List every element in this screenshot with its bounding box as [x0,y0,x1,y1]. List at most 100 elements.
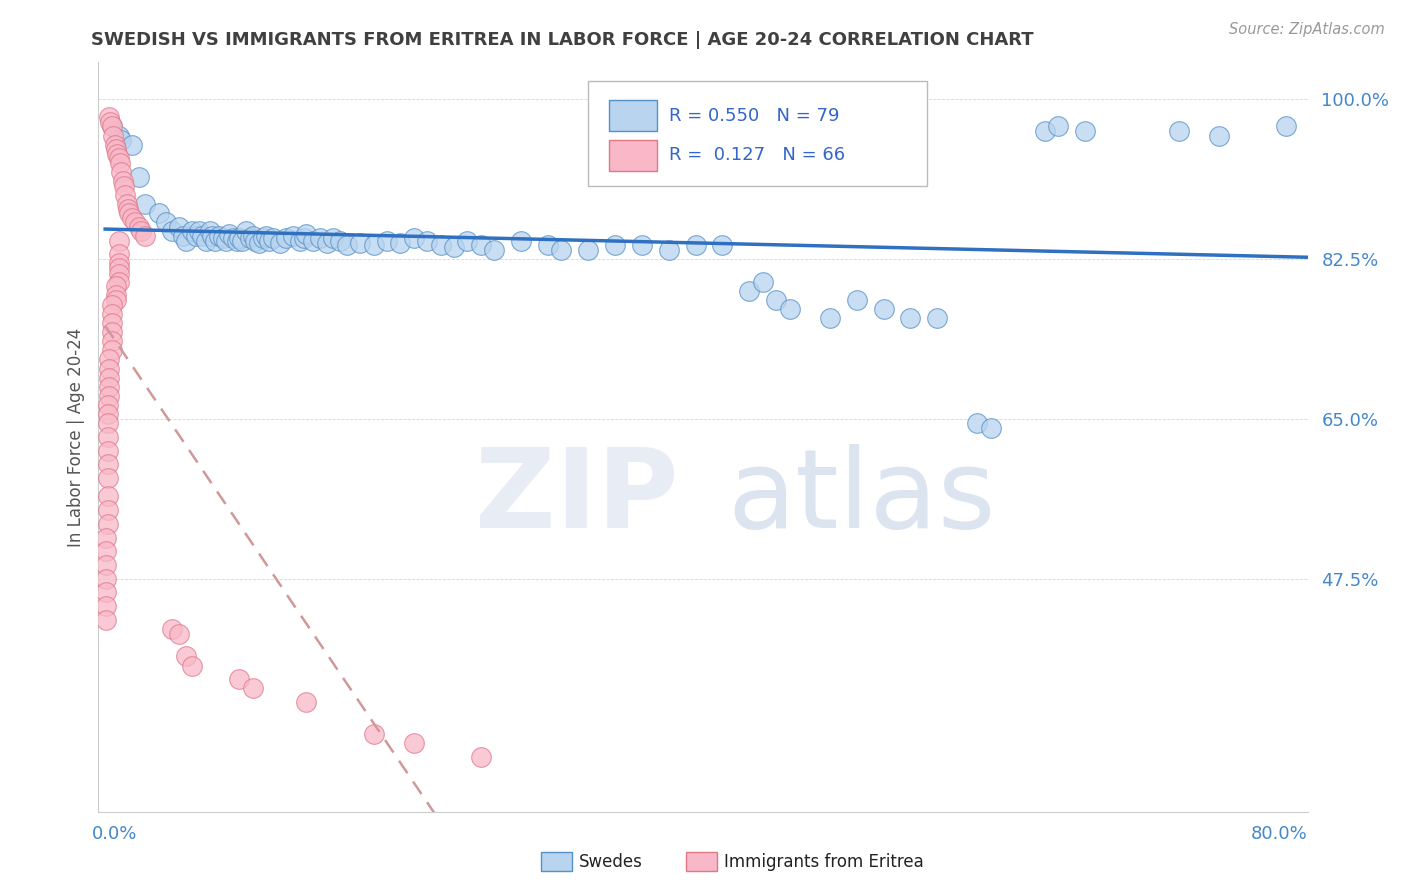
Point [105,146,128,161]
Point [107,256,129,270]
Point [107,152,129,166]
Point [98,389,121,403]
Point [322,231,344,245]
Point [98,380,121,394]
Point [96,572,118,586]
Text: R =  0.127   N = 66: R = 0.127 N = 66 [669,146,845,164]
Point [111,174,134,188]
Point [363,238,385,252]
Point [97,430,120,444]
Point [114,188,136,202]
Point [101,343,124,358]
Point [97,516,120,531]
Point [484,243,506,257]
Point [167,626,190,640]
Point [107,268,129,282]
Point [104,279,127,293]
Point [336,238,359,252]
Point [470,750,492,764]
Point [443,240,465,254]
Point [174,234,197,248]
Point [134,229,156,244]
Point [104,288,127,302]
Point [537,238,560,252]
Point [228,672,250,686]
Point [107,275,129,289]
Point [98,352,121,367]
Point [96,544,118,558]
Point [242,229,264,244]
Point [124,215,146,229]
Point [186,229,208,244]
Point [115,197,138,211]
Point [97,443,120,458]
Point [160,622,183,636]
Point [416,234,439,248]
Point [101,120,124,134]
Point [212,231,235,245]
Point [181,658,204,673]
Point [107,234,129,248]
Point [295,695,318,709]
Point [104,293,127,307]
Point [765,293,787,307]
Point [845,293,868,307]
Point [121,137,143,152]
Point [738,284,761,298]
Point [470,238,492,252]
Point [97,417,120,431]
Point [315,236,337,251]
Point [603,238,626,252]
Point [104,142,127,156]
Point [711,238,734,252]
Point [329,234,352,248]
Point [658,243,681,257]
Point [101,325,124,339]
Point [262,231,284,245]
Point [751,275,773,289]
Point [101,307,124,321]
Point [188,225,211,239]
Text: atlas: atlas [727,443,995,550]
Point [107,128,129,143]
Point [128,169,150,184]
Point [98,110,121,124]
Point [550,243,572,257]
Point [389,236,412,251]
Point [292,231,315,245]
Point [966,417,988,431]
Point [302,234,325,248]
Text: Source: ZipAtlas.com: Source: ZipAtlas.com [1229,22,1385,37]
Point [1033,124,1056,138]
Point [108,156,131,170]
Bar [609,140,657,171]
Text: SWEDISH VS IMMIGRANTS FROM ERITREA IN LABOR FORCE | AGE 20-24 CORRELATION CHART: SWEDISH VS IMMIGRANTS FROM ERITREA IN LA… [91,31,1033,49]
Point [134,197,156,211]
Point [228,231,250,245]
Point [402,231,425,245]
Point [97,398,120,412]
Point [181,225,204,239]
Point [375,234,398,248]
Bar [609,100,657,131]
Point [96,531,118,545]
Point [97,490,120,504]
Point [872,302,894,317]
Point [349,236,371,251]
Point [254,229,277,244]
Point [218,227,240,242]
Point [112,178,135,193]
Point [456,234,478,248]
Point [288,234,311,248]
Point [980,421,1002,435]
Point [155,215,177,229]
Point [96,613,118,627]
Text: Immigrants from Eritrea: Immigrants from Eritrea [724,853,924,871]
Point [128,219,150,234]
Point [101,316,124,330]
Point [107,260,129,275]
Point [1275,120,1298,134]
Point [1046,120,1069,134]
Text: R = 0.550   N = 79: R = 0.550 N = 79 [669,107,839,125]
Point [110,165,132,179]
